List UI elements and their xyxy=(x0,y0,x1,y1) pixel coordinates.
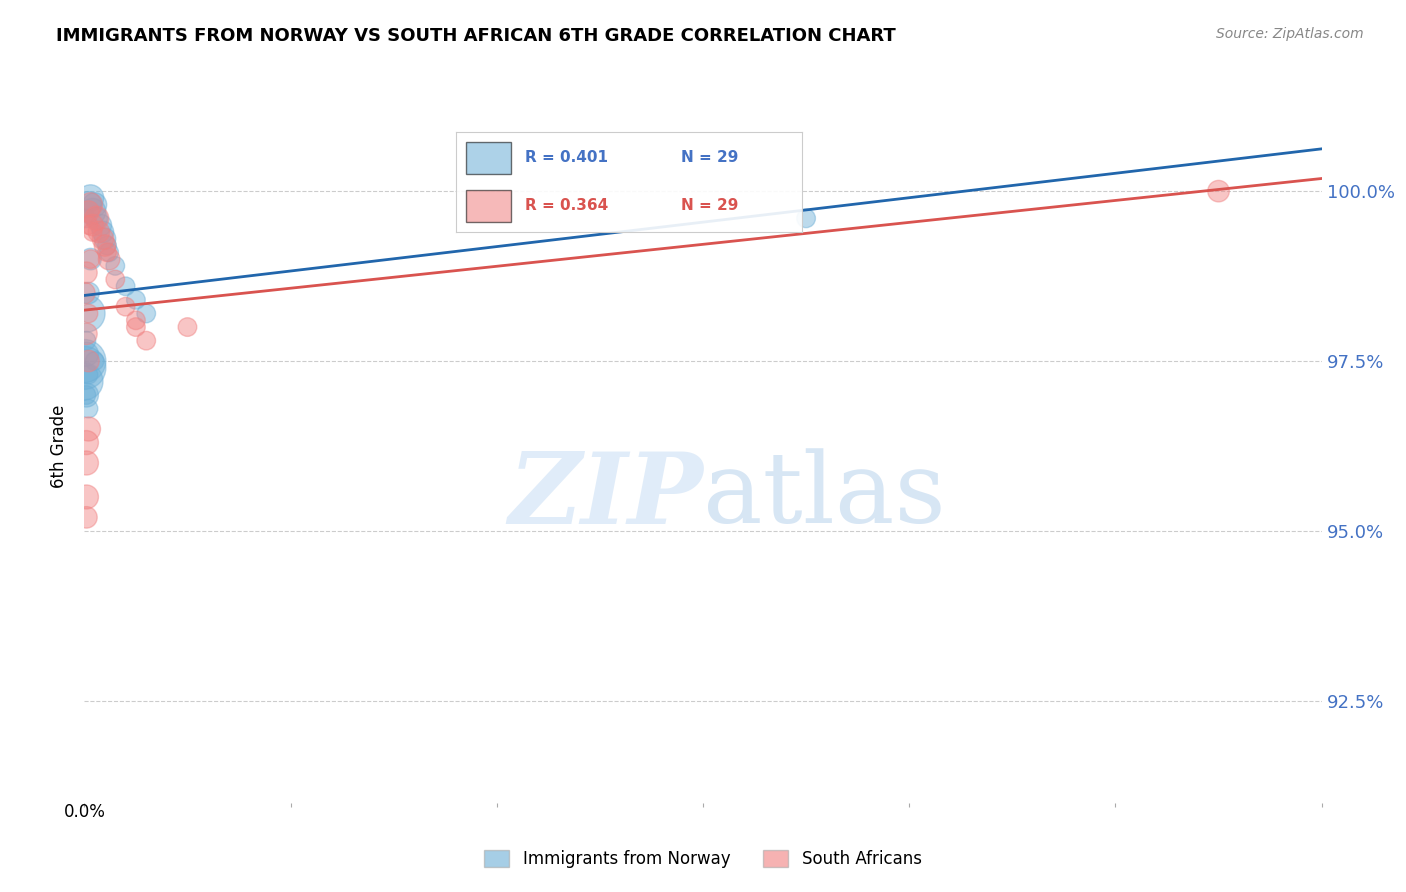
Point xyxy=(77,204,100,219)
Point xyxy=(79,198,101,212)
Point xyxy=(86,211,108,226)
Text: atlas: atlas xyxy=(703,448,946,544)
Point xyxy=(77,286,100,301)
Point xyxy=(104,272,127,286)
Point xyxy=(91,232,114,246)
Text: R = 0.401: R = 0.401 xyxy=(524,151,607,166)
Point xyxy=(135,306,157,320)
Point xyxy=(83,198,105,212)
Point xyxy=(73,286,96,301)
Text: IMMIGRANTS FROM NORWAY VS SOUTH AFRICAN 6TH GRADE CORRELATION CHART: IMMIGRANTS FROM NORWAY VS SOUTH AFRICAN … xyxy=(56,27,896,45)
Point xyxy=(82,225,104,239)
Point xyxy=(77,401,100,416)
Point xyxy=(77,198,100,212)
Text: Source: ZipAtlas.com: Source: ZipAtlas.com xyxy=(1216,27,1364,41)
Point xyxy=(125,293,148,307)
Legend: Immigrants from Norway, South Africans: Immigrants from Norway, South Africans xyxy=(478,843,928,875)
Point xyxy=(114,300,136,314)
Point xyxy=(94,232,117,246)
Point xyxy=(98,252,121,266)
Point xyxy=(77,422,100,436)
Point xyxy=(75,388,97,402)
Point xyxy=(82,218,104,232)
Point xyxy=(94,238,117,252)
Point xyxy=(75,510,97,524)
Point xyxy=(75,388,97,402)
Point xyxy=(125,313,148,327)
Text: 0.0%: 0.0% xyxy=(63,803,105,821)
Point xyxy=(114,279,136,293)
Y-axis label: 6th Grade: 6th Grade xyxy=(51,404,69,488)
Point xyxy=(77,306,100,320)
Point xyxy=(96,238,118,252)
Point xyxy=(77,218,100,232)
Point xyxy=(75,326,97,341)
Point xyxy=(98,245,121,260)
Point xyxy=(75,266,97,280)
Point xyxy=(794,211,817,226)
Point xyxy=(75,490,97,504)
Point xyxy=(73,375,96,389)
Point xyxy=(135,334,157,348)
Point xyxy=(176,320,198,334)
Point xyxy=(75,456,97,470)
Text: N = 29: N = 29 xyxy=(681,198,738,213)
Point xyxy=(75,347,97,361)
Text: R = 0.364: R = 0.364 xyxy=(524,198,607,213)
Point xyxy=(82,204,104,219)
Point xyxy=(77,354,100,368)
Point xyxy=(1208,184,1230,198)
FancyBboxPatch shape xyxy=(465,190,510,222)
Point xyxy=(75,211,97,226)
Point xyxy=(83,354,105,368)
Point xyxy=(90,218,112,232)
Point xyxy=(104,259,127,273)
Point xyxy=(75,334,97,348)
Point xyxy=(77,368,100,382)
Point xyxy=(86,211,108,226)
Point xyxy=(79,252,101,266)
Point xyxy=(75,435,97,450)
Point xyxy=(91,225,114,239)
Point xyxy=(87,225,110,239)
Point xyxy=(79,252,101,266)
Point xyxy=(96,245,118,260)
Point xyxy=(125,320,148,334)
Text: ZIP: ZIP xyxy=(508,448,703,544)
Point xyxy=(79,191,101,205)
Point xyxy=(75,306,97,320)
Point xyxy=(73,360,96,375)
Point xyxy=(73,354,96,368)
Text: N = 29: N = 29 xyxy=(681,151,738,166)
FancyBboxPatch shape xyxy=(465,142,510,174)
